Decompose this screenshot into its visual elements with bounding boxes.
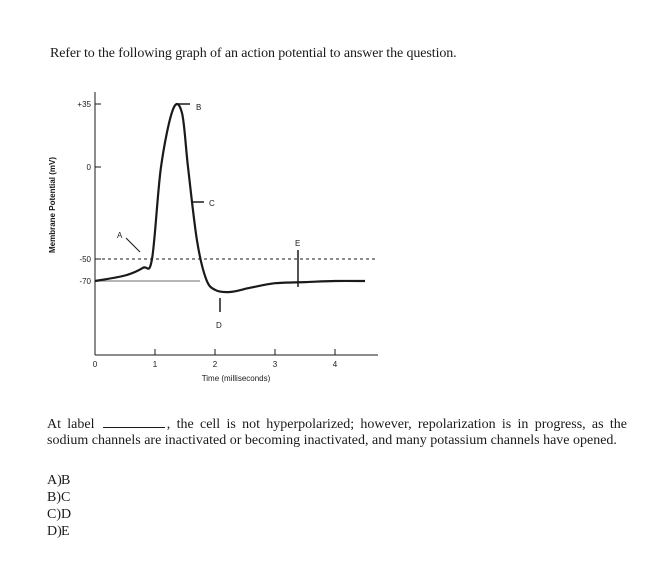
- x-tick-label: 3: [273, 360, 278, 369]
- point-label-e: E: [295, 239, 300, 248]
- x-axis-label: Time (milliseconds): [202, 374, 271, 383]
- y-tick-label: +35: [77, 100, 91, 109]
- action-potential-curve: [94, 102, 366, 294]
- option-d-letter: D): [47, 524, 62, 539]
- x-tick-label: 1: [153, 360, 158, 369]
- option-d-text: E: [61, 524, 70, 539]
- option-c-text: D: [61, 507, 72, 522]
- question-suffix: , the cell is not hyperpolarized; howeve…: [47, 417, 627, 448]
- callouts: [125, 103, 299, 312]
- answer-blank: [102, 416, 165, 428]
- option-c-letter: C): [47, 507, 61, 522]
- option-a-letter: A): [47, 473, 62, 488]
- option-b-text: C: [61, 490, 71, 505]
- answer-options: A) B B) C C) D D) E: [47, 472, 71, 540]
- x-tick-label: 2: [213, 360, 218, 369]
- x-tick-label: 0: [93, 360, 98, 369]
- question-intro: Refer to the following graph of an actio…: [50, 46, 457, 61]
- point-label-d: D: [216, 321, 222, 330]
- option-a-text: B: [61, 473, 71, 488]
- question-prefix: At label: [47, 417, 95, 432]
- question-text: At label , the cell is not hyperpolarize…: [47, 416, 627, 448]
- option-d[interactable]: D) E: [47, 523, 71, 540]
- x-tick-label: 4: [333, 360, 338, 369]
- point-label-a: A: [117, 231, 123, 240]
- y-tick-label: 0: [87, 163, 92, 172]
- y-tick-label: -50: [79, 255, 91, 264]
- point-label-b: B: [196, 103, 201, 112]
- option-c[interactable]: C) D: [47, 506, 71, 523]
- option-a[interactable]: A) B: [47, 472, 71, 489]
- option-b[interactable]: B) C: [47, 489, 71, 506]
- y-tick-label: -70: [79, 277, 91, 286]
- y-axis-label: Membrane Potential (mV): [48, 157, 57, 253]
- point-label-c: C: [209, 199, 215, 208]
- callout-a-line: [125, 237, 141, 253]
- option-b-letter: B): [47, 490, 61, 505]
